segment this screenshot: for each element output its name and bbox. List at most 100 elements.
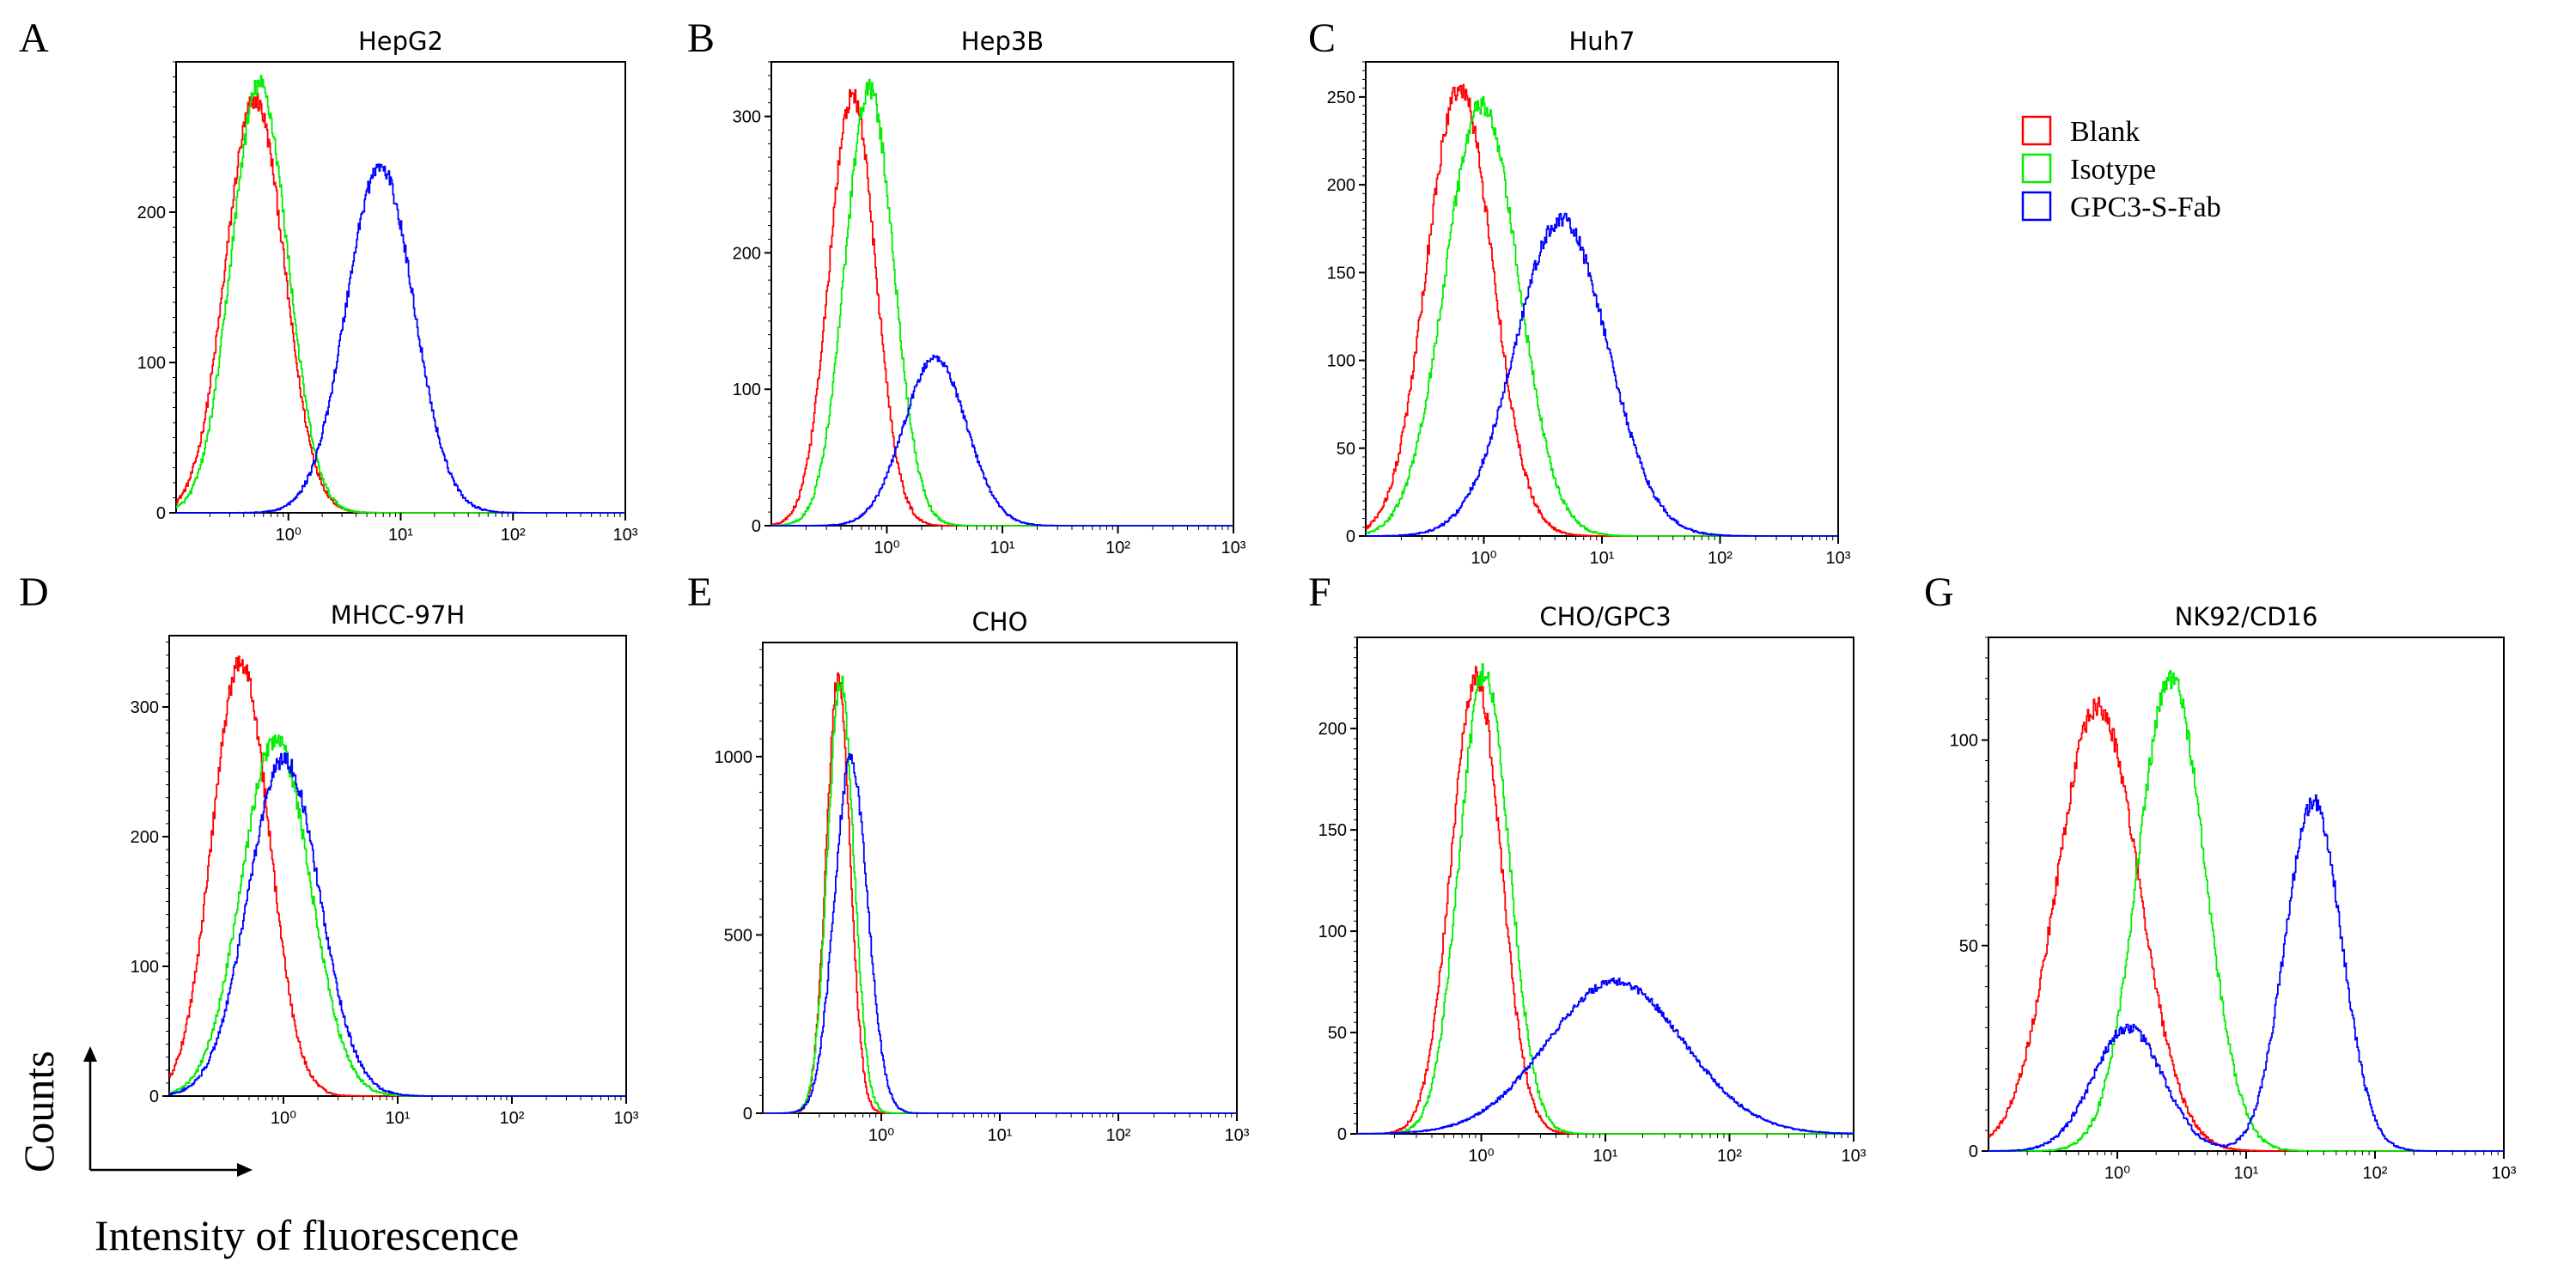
x-tick-label: 10¹ [1590,549,1615,568]
x-tick-label: 10² [501,526,526,545]
series-isotype [1366,95,1838,537]
panel-letter: G [1924,570,1954,615]
y-tick-label: 0 [1337,1125,1347,1144]
x-tick-label: 10³ [1826,549,1851,568]
y-tick-label: 200 [733,244,761,263]
series-gpc3-s-fab [1357,978,1854,1135]
panel-title: HepG2 [358,27,443,56]
x-tick-label: 10³ [1225,1126,1250,1145]
y-tick-label: 0 [752,517,761,536]
y-tick-label: 0 [156,504,166,523]
panel-title: Hep3B [961,27,1044,56]
x-tick-label: 10⁰ [276,526,301,545]
x-tick-label: 10² [1105,539,1130,557]
panels: A HepG2 0 100 200 10⁰ 10¹ 10² 10³ B Hep3B 0 100 200 30… [19,15,2517,1183]
y-axis-label: Counts [15,1051,63,1172]
y-tick-label: 0 [149,1087,159,1106]
y-tick-label: 200 [131,828,159,847]
panel-letter: F [1308,570,1331,615]
series-gpc3-s-fab [771,354,1233,527]
legend-label-isotype: Isotype [2070,154,2156,186]
series-isotype [763,675,1237,1114]
y-tick-label: 150 [1327,264,1355,283]
panel-title: CHO [972,607,1028,636]
y-tick-label: 200 [137,204,166,222]
plot-frame [1365,61,1839,537]
legend-item-blank: Blank [2021,115,2140,148]
y-tick-label: 50 [1337,440,1355,459]
y-tick-label: 100 [733,381,761,399]
x-tick-label: 10¹ [990,539,1015,557]
x-axis-label: Intensity of fluorescence [94,1211,519,1259]
y-tick-label: 100 [137,354,166,373]
y-tick-label: 150 [1318,821,1347,840]
panel-hep3b: B Hep3B 0 100 200 300 10⁰ 10¹ 10² 10³ [687,15,1246,557]
legend: Blank Isotype GPC3-S-Fab [2021,115,2221,223]
x-tick-label: 10¹ [386,1109,411,1128]
x-tick-label: 10¹ [2234,1164,2259,1183]
legend-item-gpc3-s-fab: GPC3-S-Fab [2021,191,2221,223]
x-tick-label: 10⁰ [1471,549,1496,568]
y-tick-label: 500 [724,926,752,945]
panel-letter: B [687,15,715,61]
panel-huh7: C Huh7 0 50 100 150 200 250 10⁰ 10¹ 10² 10³ [1308,15,1851,568]
plot-frame [168,635,627,1097]
legend-item-isotype: Isotype [2021,153,2156,186]
series-gpc3-s-fab [176,163,625,514]
series-gpc3-s-fab [763,752,1237,1114]
y-tick-label: 50 [1328,1024,1347,1043]
y-tick-label: 0 [1969,1142,1978,1161]
legend-swatch-gpc3-s-fab [2021,191,2052,222]
series-isotype [1357,663,1854,1135]
y-tick-label: 200 [1318,720,1347,739]
panel-letter: E [687,570,712,615]
y-tick-label: 300 [131,698,159,717]
legend-swatch-blank [2021,115,2052,146]
plot-frame [1988,636,2505,1152]
x-tick-label: 10² [1717,1147,1742,1166]
panel-title: MHCC-97H [331,600,466,630]
y-tick-label: 100 [1950,732,1978,751]
panel-title: CHO/GPC3 [1539,602,1671,631]
plot-frame [1356,636,1854,1135]
x-tick-label: 10¹ [1593,1147,1618,1166]
series-gpc3-s-fab [1988,794,2504,1152]
x-tick-label: 10² [500,1109,525,1128]
x-tick-label: 10⁰ [2104,1164,2130,1183]
x-tick-label: 10⁰ [874,539,899,557]
series-isotype [169,734,626,1097]
x-tick-label: 10³ [1842,1147,1867,1166]
y-arrow-head-icon [83,1046,97,1062]
y-tick-label: 100 [1318,923,1347,941]
panel-title: NK92/CD16 [2175,602,2318,631]
series-isotype [771,78,1233,527]
legend-label-gpc3-s-fab: GPC3-S-Fab [2070,192,2221,223]
panel-letter: A [19,15,49,61]
x-tick-label: 10² [2363,1164,2388,1183]
y-tick-label: 1000 [715,748,753,767]
series-gpc3-s-fab [169,752,626,1097]
x-tick-label: 10³ [613,526,638,545]
y-tick-label: 100 [131,958,159,977]
global-axes: Counts Intensity of fluorescence [15,1046,519,1259]
y-tick-label: 50 [1959,937,1978,956]
x-tick-label: 10² [1106,1126,1131,1145]
series-gpc3-s-fab [1366,212,1838,537]
plot-frame [770,61,1234,527]
panel-nk92-cd16: G NK92/CD16 0 50 100 10⁰ 10¹ 10² 10³ [1924,570,2517,1183]
series-blank [763,672,1237,1114]
x-tick-label: 10³ [2492,1164,2517,1183]
plot-frame [762,642,1238,1114]
series-blank [1357,666,1854,1135]
y-tick-label: 100 [1327,352,1355,371]
y-tick-label: 250 [1327,88,1355,107]
panel-mhcc-97h: D MHCC-97H 0 100 200 300 10⁰ 10¹ 10² 10³ [19,570,639,1128]
series-blank [1988,697,2504,1152]
legend-label-blank: Blank [2070,116,2140,148]
x-tick-label: 10¹ [988,1126,1013,1145]
x-tick-label: 10² [1708,549,1733,568]
panel-letter: D [19,570,49,615]
x-tick-label: 10⁰ [1468,1147,1494,1166]
y-tick-label: 300 [733,108,761,127]
